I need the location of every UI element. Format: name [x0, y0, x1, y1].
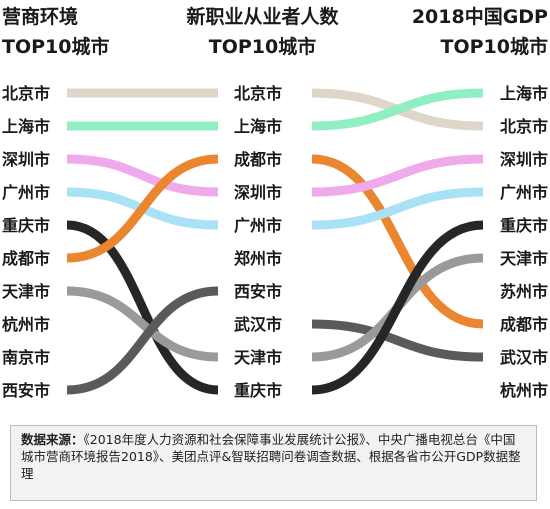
city-label: 武汉市: [234, 315, 282, 334]
source-label: 数据来源：: [21, 432, 84, 447]
city-label: 西安市: [2, 381, 50, 400]
rank-line: [311, 319, 484, 362]
rank-line: [311, 154, 484, 329]
city-label: 上海市: [2, 117, 50, 136]
city-label: 杭州市: [500, 381, 548, 400]
city-label: 武汉市: [500, 348, 548, 367]
rank-line: [311, 187, 484, 230]
city-label: 天津市: [2, 282, 50, 301]
city-label: 广州市: [500, 183, 548, 202]
city-label: 上海市: [234, 117, 282, 136]
rank-line: [66, 154, 219, 263]
city-label: 郑州市: [234, 249, 282, 268]
rank-line: [66, 154, 219, 197]
city-label: 北京市: [500, 117, 548, 136]
city-label: 成都市: [234, 150, 282, 169]
city-label: 成都市: [2, 249, 50, 268]
rank-line: [311, 88, 484, 131]
city-label: 重庆市: [234, 381, 282, 400]
city-label: 深圳市: [500, 150, 548, 169]
city-label: 北京市: [234, 84, 282, 103]
header-new-occupation: 新职业从业者人数 TOP10城市: [155, 2, 370, 62]
city-label: 深圳市: [2, 150, 50, 169]
header-line-2: TOP10城市: [440, 36, 548, 58]
header-line-1: 2018中国GDP: [411, 6, 548, 28]
bump-chart: 北京市上海市深圳市广州市重庆市成都市天津市杭州市南京市西安市北京市上海市成都市深…: [2, 84, 548, 400]
city-label: 苏州市: [500, 282, 548, 301]
rank-line: [66, 220, 219, 395]
city-label: 成都市: [500, 315, 548, 334]
city-label: 广州市: [234, 216, 282, 235]
rank-line: [66, 286, 219, 395]
city-label: 西安市: [234, 282, 282, 301]
rank-line: [66, 286, 219, 362]
header-line-2: TOP10城市: [2, 36, 110, 58]
city-label: 上海市: [500, 84, 548, 103]
header-line-2: TOP10城市: [208, 36, 317, 58]
rank-line: [311, 220, 484, 395]
city-label: 深圳市: [234, 183, 282, 202]
city-label: 南京市: [2, 348, 50, 367]
city-label: 天津市: [234, 348, 282, 367]
header-line-1: 新职业从业者人数: [186, 6, 339, 28]
city-label: 重庆市: [2, 216, 50, 235]
city-label: 杭州市: [2, 315, 50, 334]
header-line-1: 营商环境: [2, 6, 79, 28]
city-label: 广州市: [2, 183, 50, 202]
header-gdp: 2018中国GDP TOP10城市: [412, 2, 548, 62]
city-label: 北京市: [2, 84, 50, 103]
source-note: 数据来源：《2018年度人力资源和社会保障事业发展统计公报》、中央广播电视总台《…: [10, 425, 537, 501]
city-label: 重庆市: [500, 216, 548, 235]
rank-line: [311, 154, 484, 197]
city-label: 天津市: [500, 249, 548, 268]
source-text: 《2018年度人力资源和社会保障事业发展统计公报》、中央广播电视总台《中国城市营…: [21, 432, 521, 481]
header-business-environment: 营商环境 TOP10城市: [2, 2, 109, 62]
